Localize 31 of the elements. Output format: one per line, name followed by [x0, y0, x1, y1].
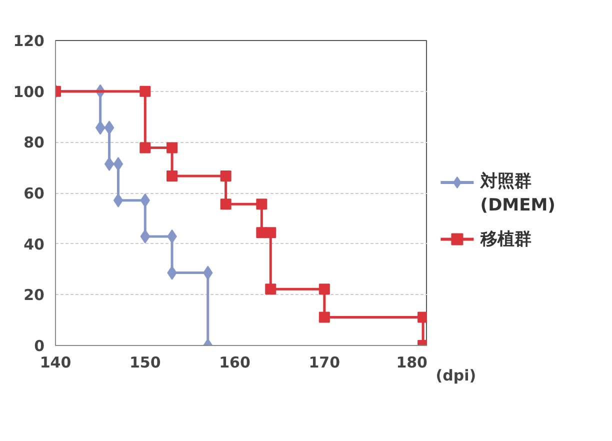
point — [95, 120, 106, 135]
point — [166, 142, 178, 154]
point — [220, 198, 232, 210]
point — [265, 284, 276, 295]
point — [113, 193, 124, 208]
y-tick-label: 40 — [24, 235, 44, 254]
x-tick-label: 170 — [308, 354, 340, 372]
point — [318, 284, 330, 295]
x-axis-title: (dpi) — [436, 366, 476, 384]
x-tick-label: 140 — [40, 354, 72, 372]
x-tick-label: 160 — [219, 354, 250, 372]
point — [140, 86, 151, 97]
point — [318, 312, 330, 323]
y-tick-label: 120 — [13, 32, 44, 50]
y-tick-label: 60 — [24, 184, 44, 202]
point — [220, 170, 232, 182]
y-tick-label: 80 — [24, 134, 44, 152]
point — [140, 142, 151, 154]
point — [104, 157, 114, 172]
y-tick-label: 100 — [13, 82, 44, 101]
y-tick-label: 0 — [34, 337, 44, 355]
legend-label: 対照群 (DMEM) — [479, 172, 556, 216]
x-tick-label: 180 — [396, 354, 428, 372]
point — [104, 120, 114, 135]
x-tick-label: 150 — [129, 354, 161, 372]
point — [166, 170, 178, 182]
point — [265, 227, 276, 238]
y-tick-label: 20 — [24, 286, 44, 304]
point — [256, 198, 268, 210]
legend-label: 移植群 — [479, 229, 532, 250]
point — [113, 157, 124, 172]
